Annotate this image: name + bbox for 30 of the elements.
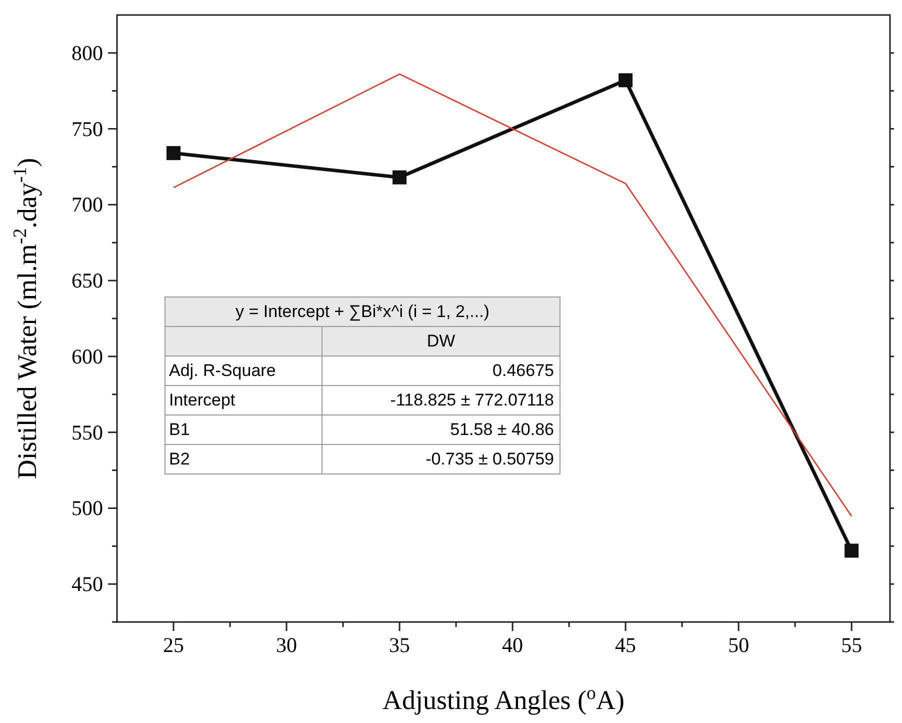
x-tick-label: 30: [276, 633, 298, 657]
point: [392, 170, 407, 184]
annotation: B1: [169, 420, 190, 439]
annotation: y = Intercept + ∑Bi*x^i (i = 1, 2,...): [236, 302, 490, 321]
y-tick-label: 750: [72, 116, 103, 141]
y-tick-label: 550: [72, 420, 103, 444]
y-tick-label: 650: [72, 268, 103, 293]
point: [844, 544, 859, 558]
y-tick-label: 450: [72, 572, 103, 596]
annotation: B2: [169, 450, 190, 468]
x-tick-label: 45: [615, 633, 636, 657]
x-tick-label: 35: [389, 633, 410, 657]
x-tick-label: 25: [163, 633, 184, 657]
x-tick-label: 50: [728, 633, 750, 657]
annotation: DW: [426, 332, 456, 350]
point: [166, 146, 181, 160]
x-axis-title: Adjusting Angles ($^{o}$A): [382, 682, 624, 715]
annotation: -0.735 ± 0.50759: [426, 450, 554, 468]
annotation: Adj. R-Square: [169, 361, 276, 380]
y-tick-label: 800: [72, 40, 103, 65]
annotation: -118.825 ± 772.07118: [390, 390, 554, 410]
point: [618, 73, 633, 88]
y-tick-label: 600: [72, 344, 103, 368]
x-tick-label: 55: [841, 633, 862, 657]
annotation: Intercept: [169, 390, 236, 410]
annotation: 51.58 ± 40.86: [450, 420, 554, 439]
y-tick-label: 700: [72, 192, 103, 217]
annotation: 0.46675: [492, 361, 554, 380]
x-tick-label: 40: [502, 633, 524, 657]
y-tick-label: 500: [72, 496, 103, 520]
